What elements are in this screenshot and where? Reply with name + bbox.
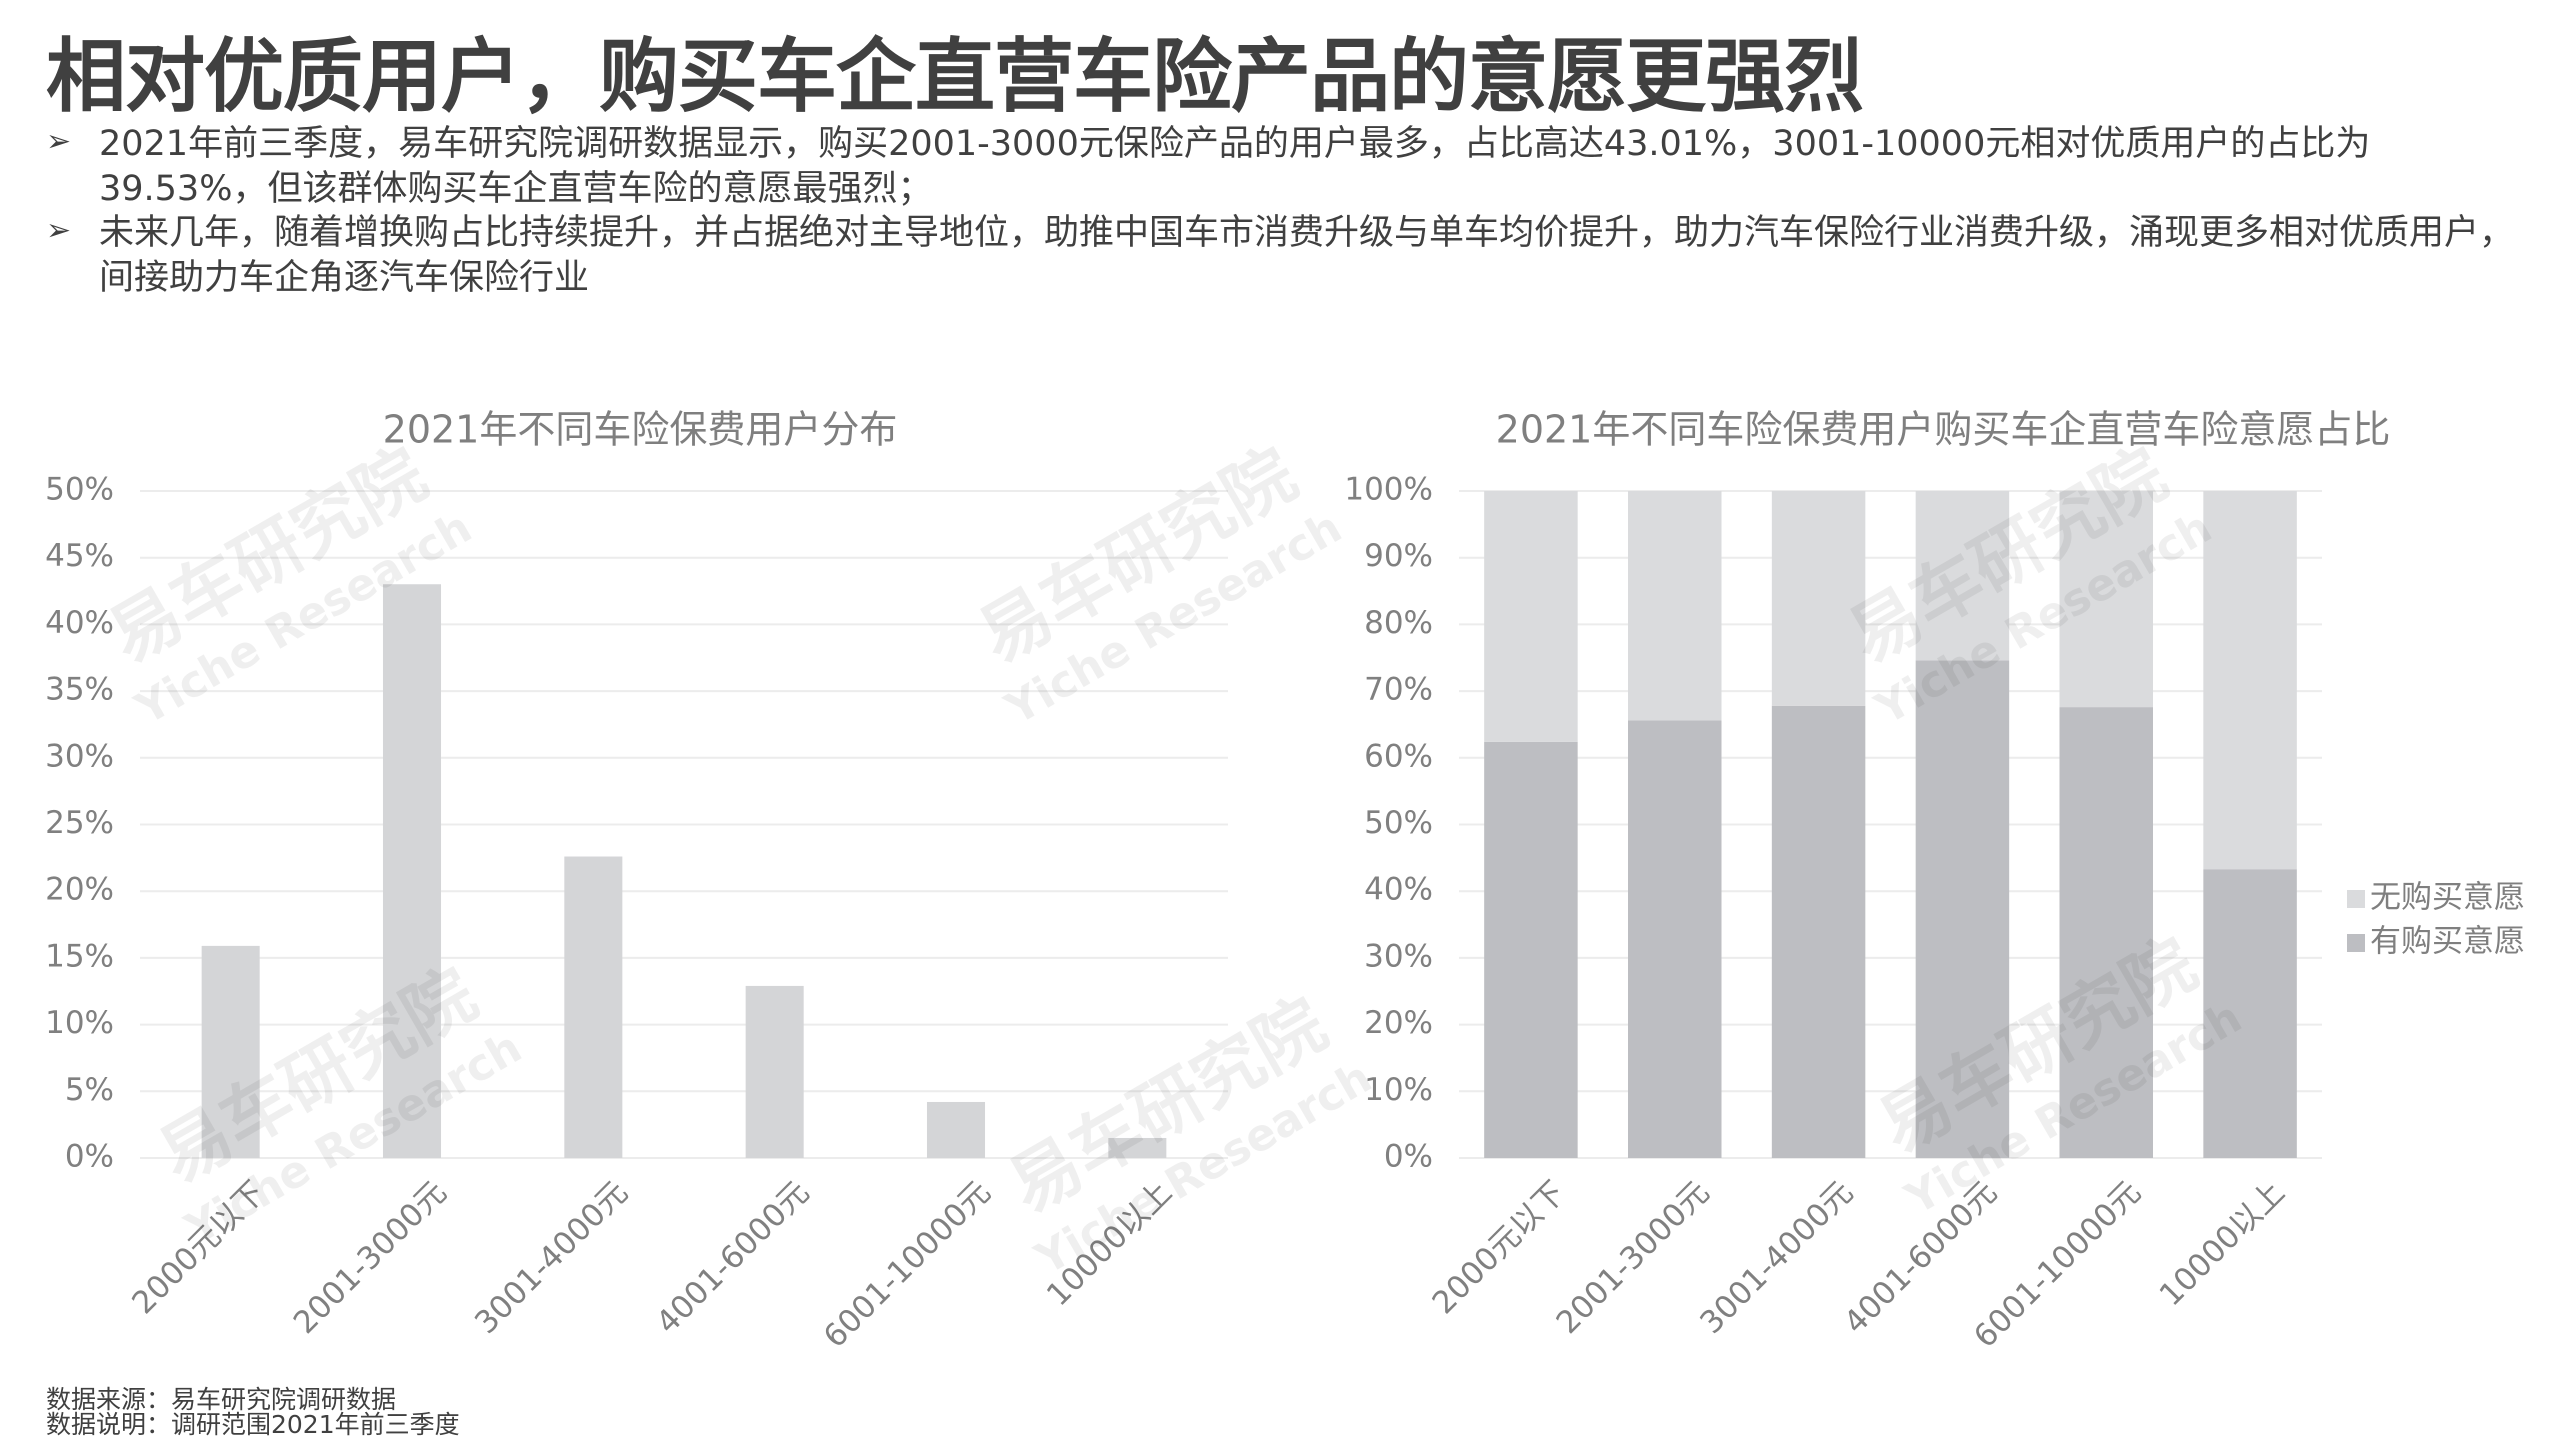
x-tick-label: 2001-3000元: [1550, 1174, 1717, 1341]
bar: [564, 856, 623, 1158]
y-tick-label: 60%: [1364, 738, 1433, 774]
source-note: 数据来源：易车研究院调研数据: [46, 1385, 396, 1414]
bar-segment: [1628, 720, 1722, 1158]
bar-segment: [1915, 660, 2010, 1158]
x-tick-label: 6001-10000元: [817, 1174, 998, 1355]
y-tick-label: 0%: [65, 1139, 114, 1175]
legend-label: 无购买意愿: [2370, 880, 2525, 916]
legend-label: 有购买意愿: [2370, 924, 2525, 960]
bar-segment: [1484, 491, 1578, 742]
y-tick-label: 45%: [45, 538, 114, 574]
y-tick-label: 40%: [1364, 872, 1433, 908]
bar-segment: [1628, 491, 1722, 721]
x-tick-label: 2000元以下: [1426, 1174, 1573, 1321]
y-tick-label: 70%: [1364, 672, 1433, 708]
y-tick-label: 20%: [45, 872, 114, 908]
bullet-marker: ➢: [46, 124, 72, 159]
y-tick-label: 25%: [45, 805, 114, 841]
x-tick-label: 10000以上: [2153, 1174, 2292, 1313]
bar-segment: [1771, 705, 1866, 1158]
y-tick-label: 90%: [1364, 538, 1433, 574]
bar-segment: [1484, 741, 1578, 1158]
y-tick-label: 40%: [45, 605, 114, 641]
y-tick-label: 10%: [45, 1005, 114, 1041]
bar-segment: [2203, 869, 2297, 1158]
y-tick-label: 50%: [1364, 805, 1433, 841]
y-tick-label: 15%: [45, 938, 114, 974]
bar: [745, 985, 804, 1158]
slide-title: 相对优质用户，购买车企直营车险产品的意愿更强烈: [46, 30, 1864, 123]
x-tick-label: 4001-6000元: [649, 1174, 816, 1341]
bar-segment: [1915, 491, 2010, 661]
chart-title: 2021年不同车险保费用户分布: [383, 408, 898, 452]
bar-segment: [2059, 491, 2153, 708]
bullet-text: 2021年前三季度，易车研究院调研数据显示，购买2001-3000元保险产品的用…: [99, 124, 2371, 209]
y-tick-label: 30%: [45, 738, 114, 774]
y-tick-label: 50%: [45, 472, 114, 508]
x-tick-label: 3001-4000元: [468, 1174, 635, 1341]
y-tick-label: 10%: [1364, 1072, 1433, 1108]
bar-segment: [2059, 707, 2153, 1158]
bar: [1108, 1137, 1167, 1158]
legend-swatch: [2347, 890, 2365, 908]
x-tick-label: 3001-4000元: [1693, 1174, 1860, 1341]
x-tick-label: 2001-3000元: [287, 1174, 454, 1341]
legend-swatch: [2347, 934, 2365, 952]
bar: [382, 584, 442, 1158]
bar-segment: [1771, 491, 1866, 706]
y-tick-label: 5%: [65, 1072, 114, 1108]
bar: [926, 1101, 986, 1158]
y-tick-label: 30%: [1364, 938, 1433, 974]
bar-segment: [2203, 491, 2297, 870]
bar: [201, 945, 260, 1158]
bullet-marker: ➢: [46, 213, 72, 248]
y-tick-label: 80%: [1364, 605, 1433, 641]
y-tick-label: 100%: [1344, 472, 1433, 508]
chart-title: 2021年不同车险保费用户购买车企直营车险意愿占比: [1496, 408, 2391, 452]
bullet-text: 未来几年，随着增换购占比持续提升，并占据绝对主导地位，助推中国车市消费升级与单车…: [99, 213, 2515, 298]
source-note: 数据说明：调研范围2021年前三季度: [46, 1410, 460, 1439]
y-tick-label: 20%: [1364, 1005, 1433, 1041]
y-tick-label: 35%: [45, 672, 114, 708]
y-tick-label: 0%: [1384, 1139, 1433, 1175]
